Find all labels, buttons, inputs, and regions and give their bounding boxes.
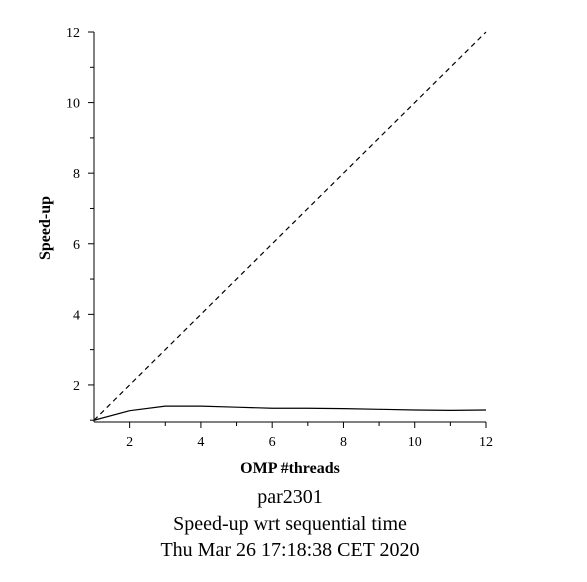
caption-title: par2301 — [257, 486, 323, 508]
y-tick-label-10: 10 — [66, 97, 80, 112]
x-tick-label-12: 12 — [479, 435, 493, 450]
caption-timestamp: Thu Mar 26 17:18:38 CET 2020 — [160, 539, 419, 561]
chart-labels: OMP #threads Speed-up par2301 Speed-up w… — [37, 196, 420, 561]
x-tick-label-8: 8 — [340, 435, 347, 450]
chart-axes: 2 4 6 8 10 12 2 4 6 8 10 12 — [66, 26, 493, 450]
caption-subtitle: Speed-up wrt sequential time — [173, 513, 407, 535]
x-tick-label-6: 6 — [269, 435, 276, 450]
y-axis-title: Speed-up — [37, 196, 54, 260]
y-tick-label-8: 8 — [73, 167, 80, 182]
x-tick-label-2: 2 — [126, 435, 133, 450]
x-axis-title: OMP #threads — [240, 460, 340, 477]
y-tick-label-6: 6 — [73, 238, 80, 253]
ideal-speedup-line — [93, 31, 487, 421]
x-tick-label-4: 4 — [197, 435, 204, 450]
y-tick-label-4: 4 — [73, 308, 80, 323]
chart-series — [93, 31, 487, 421]
y-tick-label-2: 2 — [73, 379, 80, 394]
y-tick-label-12: 12 — [66, 26, 80, 41]
x-tick-label-10: 10 — [408, 435, 422, 450]
measured-speedup-line — [93, 405, 487, 421]
